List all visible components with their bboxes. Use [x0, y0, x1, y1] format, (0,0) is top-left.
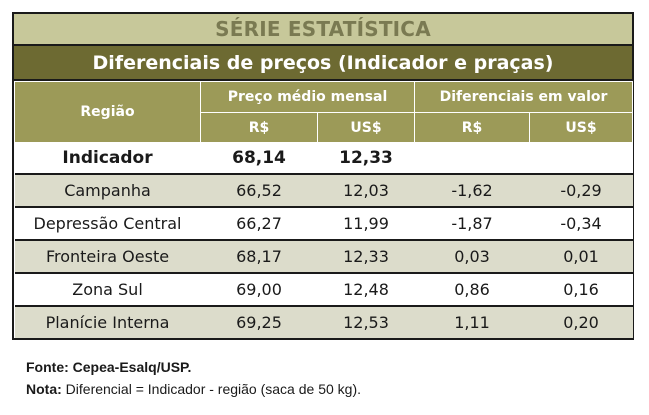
cell-price-us: 12,03	[317, 174, 415, 208]
calc-note: Nota: Diferencial = Indicador - região (…	[26, 378, 361, 400]
cell-region: Indicador	[14, 142, 201, 175]
header-differentials: Diferenciais em valor	[414, 81, 634, 113]
cell-price-us: 12,33	[317, 240, 415, 274]
cell-region: Zona Sul	[14, 273, 201, 307]
header-price-us: US$	[316, 112, 416, 143]
table-row-indicator: Indicador 68,14 12,33	[14, 142, 633, 175]
table-footer: Fonte: Cepea-Esalq/USP. Nota: Diferencia…	[26, 356, 361, 400]
cell-diff-us: 0,01	[529, 240, 633, 274]
source-text: Fonte: Cepea-Esalq/USP.	[26, 359, 192, 375]
cell-diff-rs: 1,11	[414, 306, 530, 338]
cell-diff-us	[529, 142, 633, 175]
header-diff-rs: R$	[414, 112, 531, 143]
table-row: Campanha 66,52 12,03 -1,62 -0,29	[14, 174, 633, 208]
price-table: Região Preço médio mensal Diferenciais e…	[14, 81, 634, 338]
cell-price-rs: 66,27	[200, 207, 318, 241]
banner-title: SÉRIE ESTATÍSTICA	[14, 14, 632, 46]
table-row: Planície Interna 69,25 12,53 1,11 0,20	[14, 306, 633, 338]
note-label: Nota:	[26, 381, 62, 397]
header-price-rs: R$	[200, 112, 318, 143]
cell-region: Planície Interna	[14, 306, 201, 338]
cell-diff-us: -0,29	[529, 174, 633, 208]
table-row: Depressão Central 66,27 11,99 -1,87 -0,3…	[14, 207, 633, 241]
cell-region: Depressão Central	[14, 207, 201, 241]
header-region: Região	[14, 81, 201, 143]
cell-diff-rs	[414, 142, 530, 175]
cell-price-rs: 69,25	[200, 306, 318, 338]
source-note: Fonte: Cepea-Esalq/USP.	[26, 356, 361, 378]
cell-diff-us: 0,16	[529, 273, 633, 307]
cell-price-us: 12,53	[317, 306, 415, 338]
cell-price-rs: 68,14	[200, 142, 318, 175]
cell-price-rs: 69,00	[200, 273, 318, 307]
cell-diff-rs: -1,62	[414, 174, 530, 208]
cell-diff-rs: -1,87	[414, 207, 530, 241]
cell-price-rs: 68,17	[200, 240, 318, 274]
cell-diff-rs: 0,03	[414, 240, 530, 274]
header-avg-price: Preço médio mensal	[199, 81, 416, 113]
cell-region: Campanha	[14, 174, 201, 208]
cell-diff-rs: 0,86	[414, 273, 530, 307]
table-row: Fronteira Oeste 68,17 12,33 0,03 0,01	[14, 240, 633, 274]
cell-price-us: 12,33	[317, 142, 415, 175]
cell-diff-us: -0,34	[529, 207, 633, 241]
cell-diff-us: 0,20	[529, 306, 633, 338]
table-subtitle: Diferenciais de preços (Indicador e praç…	[14, 46, 632, 81]
cell-price-us: 12,48	[317, 273, 415, 307]
cell-price-us: 11,99	[317, 207, 415, 241]
note-text: Diferencial = Indicador - região (saca d…	[61, 381, 361, 397]
price-table-frame: SÉRIE ESTATÍSTICA Diferenciais de preços…	[12, 12, 634, 340]
header-diff-us: US$	[529, 112, 634, 143]
cell-region: Fronteira Oeste	[14, 240, 201, 274]
table-row: Zona Sul 69,00 12,48 0,86 0,16	[14, 273, 633, 307]
cell-price-rs: 66,52	[200, 174, 318, 208]
